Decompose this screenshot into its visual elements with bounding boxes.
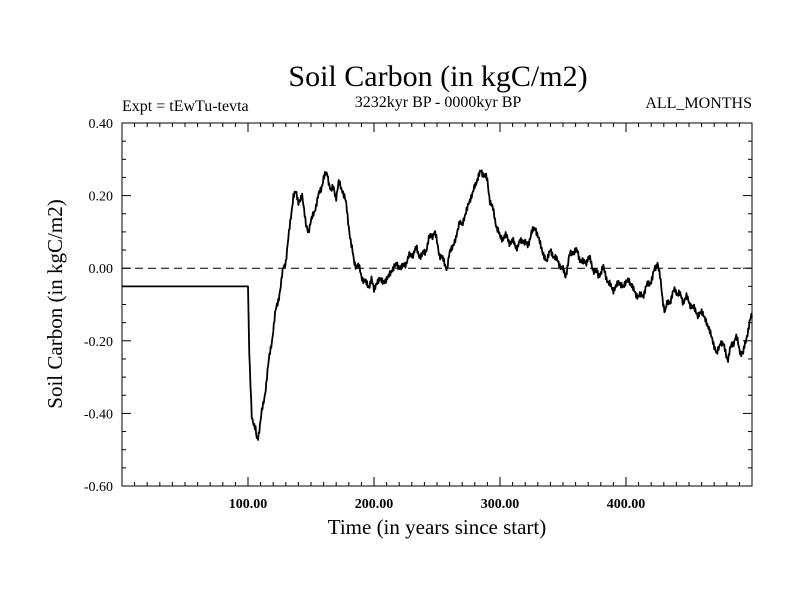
y-tick-label: -0.40 bbox=[84, 407, 113, 422]
y-tick-label: -0.60 bbox=[84, 480, 113, 495]
y-tick-label: 0.40 bbox=[89, 117, 114, 132]
months-label: ALL_MONTHS bbox=[645, 95, 752, 112]
x-tick-label: 300.00 bbox=[481, 497, 520, 512]
time-range-label: 3232kyr BP - 0000kyr BP bbox=[355, 94, 522, 111]
y-axis-label: Soil Carbon (in kgC/m2) bbox=[43, 199, 67, 408]
y-axis: -0.60 -0.40 -0.20 0.00 0.20 0.40 bbox=[84, 117, 752, 495]
y-tick-label: 0.00 bbox=[89, 262, 114, 277]
plot-frame bbox=[121, 122, 753, 487]
x-tick-label: 100.00 bbox=[229, 497, 268, 512]
x-axis-label: Time (in years since start) bbox=[328, 515, 547, 539]
x-tick-label: 400.00 bbox=[607, 497, 646, 512]
x-axis: 100.00 200.00 300.00 400.00 bbox=[121, 123, 753, 512]
y-tick-label: -0.20 bbox=[84, 335, 113, 350]
series-line-soil-carbon bbox=[121, 169, 753, 441]
chart-title: Soil Carbon (in kgC/m2) bbox=[288, 60, 587, 93]
x-tick-label: 200.00 bbox=[355, 497, 394, 512]
series-layer bbox=[121, 169, 753, 441]
y-tick-label: 0.20 bbox=[89, 190, 114, 205]
experiment-label: Expt = tEwTu-tevta bbox=[122, 98, 249, 115]
